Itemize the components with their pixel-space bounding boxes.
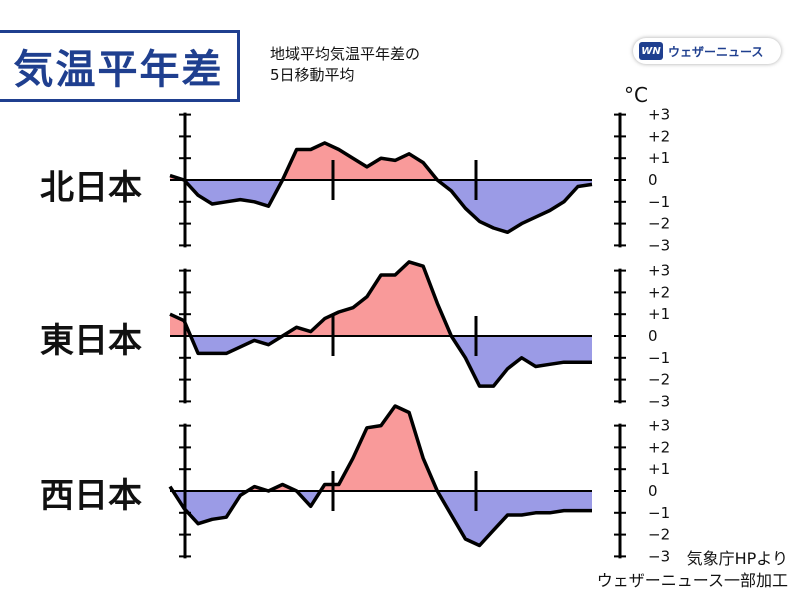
y-tick-label: −1	[648, 349, 670, 367]
area-positive	[170, 142, 592, 180]
area-negative	[170, 491, 592, 546]
y-tick-label: −3	[648, 547, 670, 565]
region-label-north: 北日本	[40, 168, 142, 208]
region-label-east: 東日本	[40, 321, 142, 361]
y-tick-label: +1	[648, 305, 670, 323]
logo-mark-icon: WN	[639, 42, 663, 60]
y-tick-label: −2	[648, 371, 670, 389]
title-box: 気温平年差	[0, 30, 240, 102]
chart-north: +3 +2 +1 0 −1 −2 −3	[169, 106, 670, 254]
y-tick-label: −3	[648, 236, 670, 254]
area-positive	[170, 261, 592, 336]
logo-text: ウェザーニュース	[668, 44, 764, 59]
page-title: 気温平年差	[13, 47, 224, 93]
y-tick-label: +1	[648, 460, 670, 478]
weathernews-logo: WN ウェザーニュース	[633, 38, 781, 64]
y-tick-label: −1	[648, 504, 670, 522]
series-line	[169, 141, 593, 235]
y-tick-label: −3	[648, 392, 670, 410]
y-tick-label: −2	[648, 215, 670, 233]
area-positive	[170, 406, 592, 491]
series-line	[168, 404, 592, 548]
y-tick-label: +3	[648, 262, 670, 280]
area-negative	[170, 336, 592, 387]
y-tick-label: −1	[648, 193, 670, 211]
chart-west: +3 +2 +1 0 −1 −2 −3	[168, 404, 670, 565]
y-tick-label: +2	[648, 283, 670, 301]
unit-label: °C	[624, 83, 648, 107]
y-tick-label: +2	[648, 438, 670, 456]
y-tick-label: +3	[648, 417, 670, 435]
y-tick-label: +2	[648, 127, 670, 145]
source-line-2: ウェザーニュース一部加工	[596, 571, 788, 590]
y-tick-label: −2	[648, 526, 670, 544]
chart-east: +3 +2 +1 0 −1 −2 −3	[169, 260, 670, 410]
region-label-west: 西日本	[40, 476, 142, 516]
series-line	[169, 260, 592, 388]
subtitle-line-2: 5日移動平均	[270, 66, 355, 84]
source-credit: 気象庁HPより ウェザーニュース一部加工	[597, 548, 788, 592]
subtitle-line-1: 地域平均気温平年差の	[270, 45, 421, 63]
source-line-1: 気象庁HPより	[686, 549, 788, 568]
y-tick-label: 0	[648, 482, 658, 500]
y-tick-label: +3	[648, 106, 670, 124]
y-tick-label: +1	[648, 149, 670, 167]
y-tick-label: 0	[648, 327, 658, 345]
subtitle: 地域平均気温平年差の 5日移動平均	[270, 44, 420, 86]
y-tick-label: 0	[648, 171, 658, 189]
